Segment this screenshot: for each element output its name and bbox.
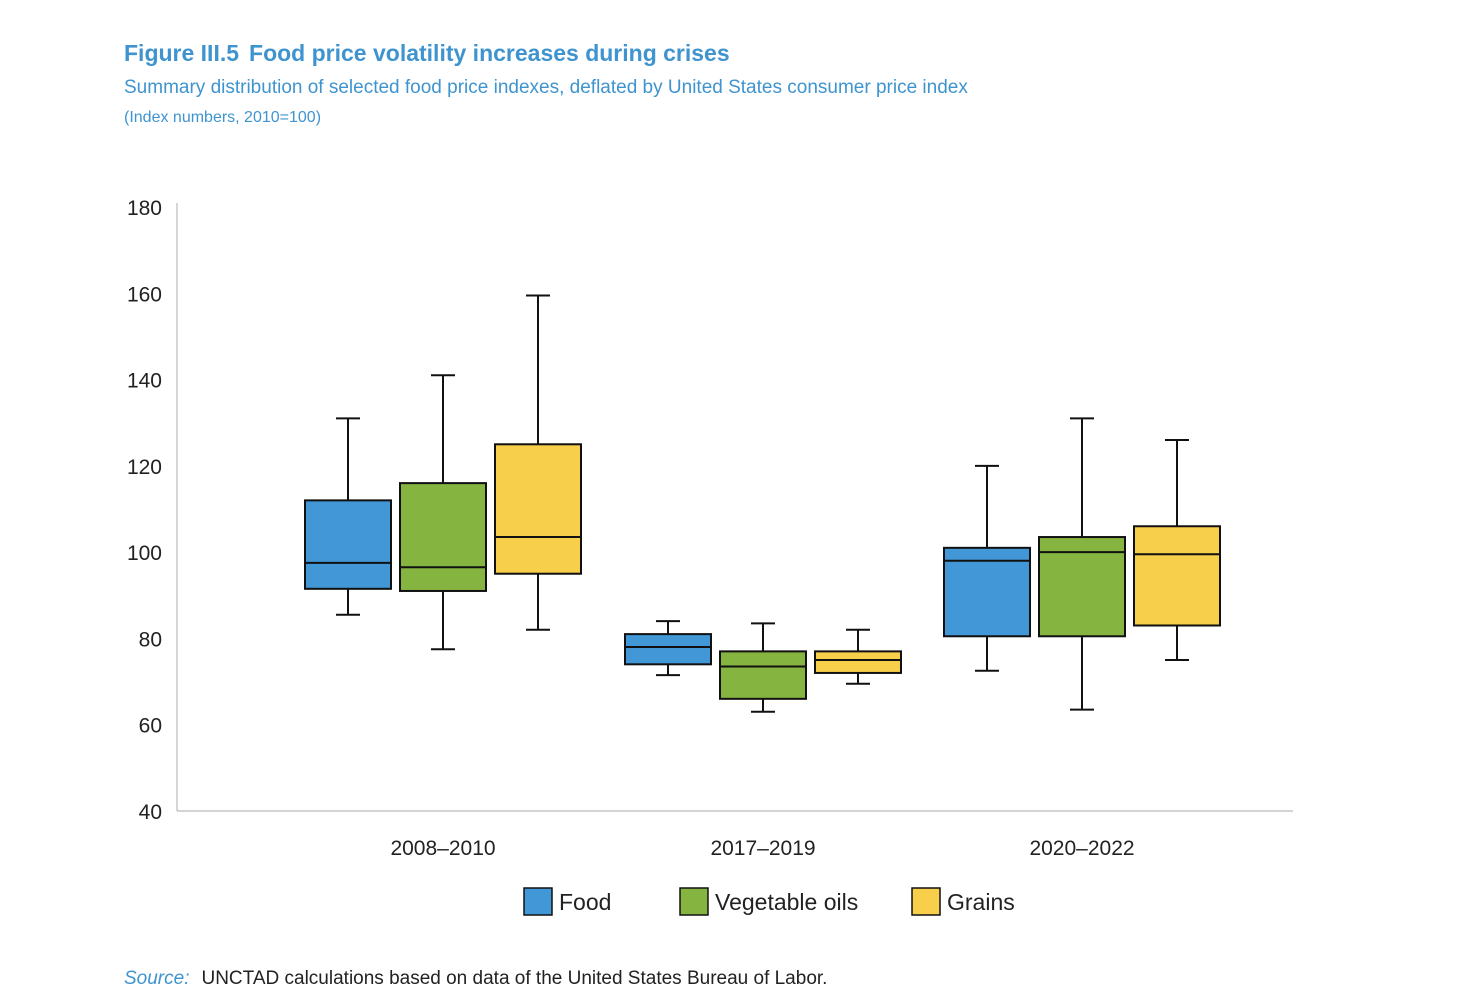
y-tick-label: 60	[139, 715, 162, 738]
chart-subtitle: Summary distribution of selected food pr…	[124, 77, 968, 98]
y-tick-label: 40	[139, 801, 162, 824]
box-vegetable-oils	[399, 482, 487, 592]
legend-label-food: Food	[559, 889, 611, 915]
source-note: Source: UNCTAD calculations based on data…	[124, 968, 827, 990]
y-tick-label: 180	[127, 197, 162, 220]
box-grains	[494, 443, 582, 575]
y-tick-label: 160	[127, 283, 162, 306]
box-food	[624, 633, 712, 666]
box-vegetable-oils	[719, 650, 807, 700]
legend-label-grains: Grains	[947, 889, 1015, 915]
figure-title: Food price volatility increases during c…	[249, 40, 730, 66]
boxplot-chart: 40 60 80 100 120 140 160 180 2008–2010 2017–2019 2…	[127, 197, 1293, 916]
chart-units: (Index numbers, 2010=100)	[124, 109, 322, 126]
box-food	[304, 499, 392, 590]
figure-label: Figure III.5	[124, 40, 240, 66]
chart-title: Figure III.5 Food price volatility increa…	[124, 40, 730, 67]
box-vegetable-oils	[1038, 536, 1126, 638]
legend-label-vegetable-oils: Vegetable oils	[715, 889, 858, 915]
y-tick-label: 140	[127, 370, 162, 393]
legend-swatch-grains	[911, 887, 941, 916]
source-text: UNCTAD calculations based on data of the…	[201, 968, 828, 989]
x-category-label: 2008–2010	[390, 837, 495, 860]
source-label: Source:	[124, 968, 190, 989]
y-tick-label: 100	[127, 542, 162, 565]
x-category-label: 2017–2019	[710, 837, 815, 860]
box-grains	[1133, 525, 1221, 627]
x-category-label: 2020–2022	[1029, 837, 1134, 860]
legend-swatch-vegetable-oils	[679, 887, 709, 916]
box-grains	[814, 650, 902, 674]
y-tick-label: 120	[127, 456, 162, 479]
y-tick-label: 80	[139, 628, 162, 651]
box-food	[943, 546, 1031, 638]
legend-swatch-food	[523, 887, 553, 916]
